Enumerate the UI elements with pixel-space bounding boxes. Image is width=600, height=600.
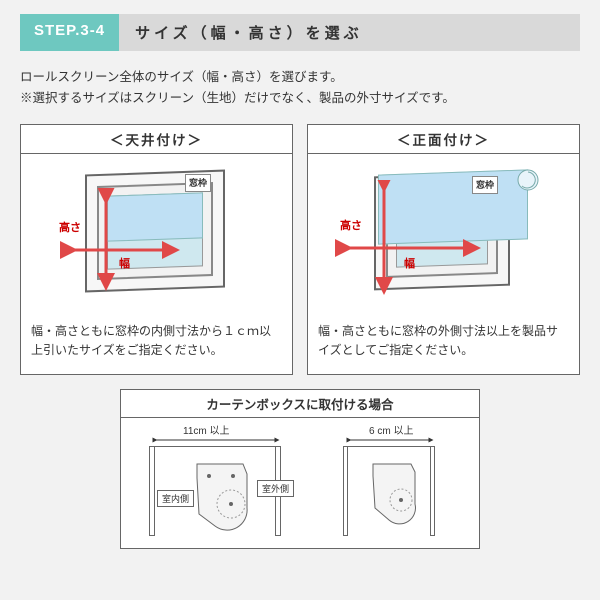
panel1-diagram: 窓枠 高さ 幅 xyxy=(31,162,282,312)
panel2-diagram: 窓枠 高さ 幅 xyxy=(318,162,569,312)
intro-line2: ※選択するサイズはスクリーン（生地）だけでなく、製品の外寸サイズです。 xyxy=(20,88,580,109)
intro-line1: ロールスクリーン全体のサイズ（幅・高さ）を選びます。 xyxy=(20,67,580,88)
roll-icon xyxy=(516,168,540,192)
panel-front-mount: ＜正面付け＞ 窓枠 xyxy=(307,124,580,375)
bracket-icon xyxy=(187,458,257,538)
panel2-title: ＜正面付け＞ xyxy=(308,125,579,154)
intro-text: ロールスクリーン全体のサイズ（幅・高さ）を選びます。 ※選択するサイズはスクリー… xyxy=(20,67,580,110)
window-frame-label-2: 窓枠 xyxy=(472,176,498,194)
width-label-2: 幅 xyxy=(404,256,415,274)
width-label: 幅 xyxy=(119,256,130,274)
height-label-2: 高さ xyxy=(340,218,362,236)
outdoor-label: 室外側 xyxy=(257,480,294,497)
bracket-icon-2 xyxy=(365,460,425,536)
curtain-diagram: 11cm 以上 室内側 室外側 6 cm 以上 xyxy=(121,418,479,548)
panel1-title: ＜天井付け＞ xyxy=(21,125,292,154)
panel-ceiling-mount: ＜天井付け＞ 窓枠 高さ 幅 幅・高さともに窓枠の xyxy=(20,124,293,375)
step-badge: STEP.3-4 xyxy=(20,14,119,51)
window-frame-label: 窓枠 xyxy=(185,174,211,192)
panel2-text: 幅・高さともに窓枠の外側寸法以上を製品サイズとしてご指定ください。 xyxy=(318,322,569,360)
curtain-title: カーテンボックスに取付ける場合 xyxy=(121,390,479,418)
height-label: 高さ xyxy=(59,220,81,238)
indoor-label: 室内側 xyxy=(157,490,194,507)
curtain-box-panel: カーテンボックスに取付ける場合 11cm 以上 室内側 室外側 6 cm 以上 xyxy=(120,389,480,549)
panel1-text: 幅・高さともに窓枠の内側寸法から１ｃｍ以上引いたサイズをご指定ください。 xyxy=(31,322,282,360)
step-title: サイズ（幅・高さ）を選ぶ xyxy=(119,14,580,51)
